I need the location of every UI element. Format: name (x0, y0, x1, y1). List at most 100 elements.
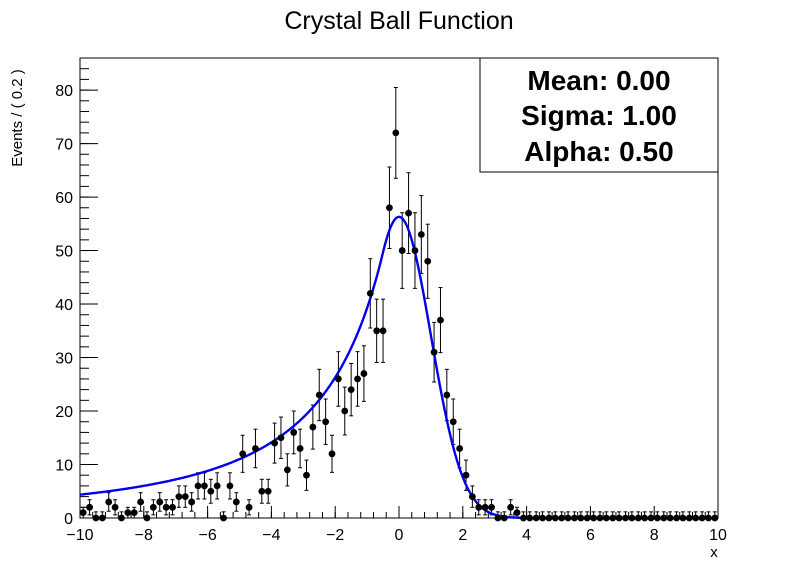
y-axis-label: Events / ( 0.2 ) (9, 69, 26, 167)
x-tick-label: −2 (326, 527, 344, 544)
data-point (220, 514, 227, 522)
data-point (615, 514, 623, 522)
data-point (283, 466, 291, 474)
data-point (692, 514, 700, 522)
data-point (539, 514, 546, 522)
y-tick-label: 60 (55, 190, 73, 207)
data-point (303, 471, 310, 479)
data-point (411, 247, 419, 254)
data-point (660, 514, 668, 522)
data-point (711, 514, 719, 522)
data-point (232, 498, 240, 506)
data-point (245, 503, 253, 511)
data-point (258, 487, 266, 495)
data-point (443, 391, 451, 399)
data-point (98, 514, 106, 522)
y-tick-label: 30 (55, 351, 73, 368)
data-point (169, 503, 176, 511)
data-point (347, 386, 355, 394)
data-point (698, 514, 706, 522)
data-point (277, 434, 285, 442)
data-point (398, 247, 406, 254)
tick-labels: −10 −8 −6 −4 −2 0 2 4 6 8 10 0 10 20 30 40 50 60 70 80 (55, 83, 727, 544)
x-tick-label: −8 (135, 527, 153, 544)
data-point (634, 514, 642, 522)
data-point (143, 514, 151, 522)
data-point (360, 370, 368, 377)
data-point (194, 482, 202, 490)
data-point (130, 509, 138, 517)
data-point (481, 503, 489, 511)
data-point (679, 514, 687, 522)
data-point (322, 418, 330, 426)
y-tick-label: 70 (55, 137, 73, 154)
data-point (526, 514, 534, 522)
data-point (551, 514, 559, 522)
data-point (571, 514, 578, 522)
y-tick-label: 10 (55, 458, 73, 475)
data-point (328, 450, 336, 458)
x-axis-label: x (710, 544, 718, 561)
data-point (105, 498, 113, 506)
x-tick-label: 6 (586, 527, 595, 544)
data-point (602, 514, 610, 522)
data-point (475, 503, 483, 511)
data-point (181, 493, 189, 501)
x-tick-label: 10 (709, 527, 727, 544)
data-point (162, 503, 170, 511)
data-point (334, 375, 342, 383)
stats-sigma: Sigma: 1.00 (521, 100, 677, 131)
data-point (641, 514, 649, 522)
stats-box: Mean: 0.00 Sigma: 1.00 Alpha: 0.50 (479, 57, 719, 173)
axis-ticks (79, 57, 719, 519)
data-points (79, 129, 719, 522)
data-point (596, 514, 604, 522)
data-point (666, 514, 674, 522)
data-point (296, 445, 304, 452)
data-point (271, 439, 278, 447)
data-point (545, 514, 553, 522)
chart-title: Crystal Ball Function (284, 7, 513, 35)
data-point (264, 487, 272, 495)
stats-box-frame (479, 57, 719, 173)
data-point (500, 514, 508, 522)
data-point (673, 514, 680, 522)
data-point (405, 209, 412, 217)
data-point (449, 418, 457, 426)
data-point (290, 429, 298, 436)
data-point (468, 493, 476, 501)
data-point (124, 509, 132, 517)
data-point (653, 514, 661, 522)
data-point (520, 514, 527, 522)
data-point (564, 514, 572, 522)
x-tick-label: 4 (522, 527, 531, 544)
data-point (315, 391, 323, 399)
data-point (86, 503, 93, 511)
data-point (79, 509, 87, 517)
data-point (137, 498, 145, 506)
data-point (647, 514, 655, 522)
data-point (705, 514, 712, 522)
data-point (111, 503, 119, 511)
data-point (577, 514, 585, 522)
data-point (488, 503, 495, 511)
y-tick-label: 20 (55, 404, 73, 421)
data-point (513, 509, 521, 517)
data-point (366, 289, 374, 297)
data-point (239, 450, 247, 458)
x-tick-label: 2 (458, 527, 467, 544)
data-point (392, 129, 400, 137)
data-point (373, 327, 381, 335)
data-point (424, 257, 432, 265)
data-point (583, 514, 591, 522)
x-tick-label: 8 (650, 527, 659, 544)
x-tick-label: 0 (395, 527, 404, 544)
stats-mean: Mean: 0.00 (527, 65, 670, 96)
y-tick-label: 0 (64, 511, 73, 528)
data-point (341, 407, 349, 415)
data-point (417, 231, 425, 238)
y-tick-label: 40 (55, 297, 73, 314)
data-point (430, 348, 438, 356)
